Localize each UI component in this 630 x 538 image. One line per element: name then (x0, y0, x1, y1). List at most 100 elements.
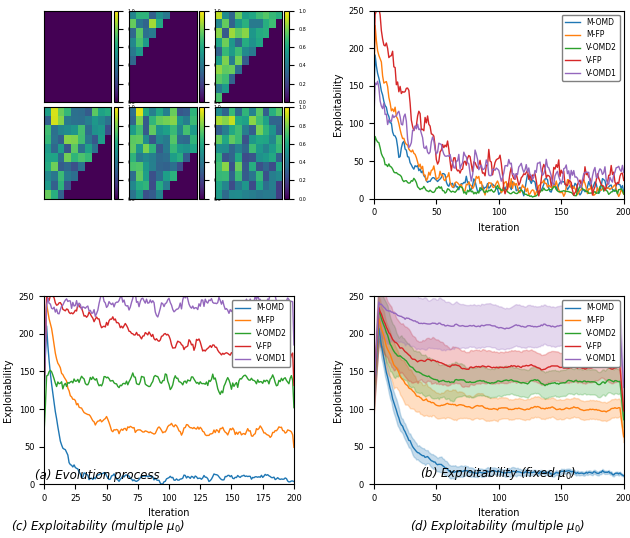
M-OMD (370, 394, 377, 401)
V-FP (374, 2, 381, 9)
M-FP (476, 403, 484, 409)
M-OMD (476, 188, 484, 194)
M-FP (462, 181, 470, 187)
V-OMD1 (63, 295, 71, 302)
V-OMD1 (375, 299, 382, 306)
V-OMD2 (620, 416, 627, 423)
M-FP (394, 116, 401, 122)
Text: (d) Exploitability (multiple $\mu_0$): (d) Exploitability (multiple $\mu_0$) (410, 518, 585, 535)
M-FP (372, 37, 380, 44)
V-OMD1 (130, 288, 138, 294)
Text: (b) Exploitability (fixed $\mu_0$): (b) Exploitability (fixed $\mu_0$) (420, 464, 576, 482)
M-FP (42, 343, 49, 350)
Text: (a) Evolution process: (a) Evolution process (35, 469, 160, 482)
M-OMD (375, 325, 382, 332)
V-OMD2 (40, 429, 48, 435)
V-OMD1 (176, 300, 184, 306)
X-axis label: Iteration: Iteration (148, 508, 190, 519)
Text: (c) Exploitability (multiple $\mu_0$): (c) Exploitability (multiple $\mu_0$) (11, 518, 185, 535)
M-OMD (372, 63, 380, 69)
M-FP (270, 429, 278, 436)
M-FP (620, 191, 627, 197)
V-OMD2 (371, 133, 379, 140)
V-FP (476, 364, 484, 371)
Y-axis label: Exploitability: Exploitability (333, 73, 343, 137)
V-FP (40, 385, 48, 391)
V-OMD1 (507, 324, 514, 331)
M-FP (600, 185, 607, 191)
V-OMD1 (371, 366, 379, 373)
V-OMD2 (371, 370, 379, 376)
V-OMD1 (462, 154, 470, 160)
Line: M-OMD: M-OMD (374, 55, 624, 196)
M-FP (375, 316, 382, 322)
V-OMD2 (394, 352, 401, 359)
V-OMD1 (394, 312, 401, 318)
M-OMD (147, 473, 154, 480)
Line: V-OMD1: V-OMD1 (44, 291, 294, 398)
V-OMD1 (40, 394, 48, 401)
M-FP (40, 387, 48, 393)
M-FP (290, 444, 298, 450)
V-FP (370, 390, 377, 396)
V-OMD1 (620, 169, 627, 176)
M-OMD (507, 470, 514, 476)
Line: V-OMD1: V-OMD1 (374, 81, 624, 188)
M-FP (64, 385, 72, 391)
V-FP (42, 340, 49, 346)
V-OMD1 (578, 185, 585, 191)
V-OMD2 (462, 379, 470, 386)
V-FP (370, 70, 377, 77)
V-OMD1 (601, 164, 609, 170)
V-OMD1 (476, 164, 484, 170)
V-OMD1 (370, 117, 377, 124)
M-OMD (43, 323, 50, 329)
V-OMD2 (133, 380, 140, 387)
M-OMD (601, 178, 609, 184)
V-OMD2 (507, 190, 514, 197)
M-FP (370, 77, 377, 84)
M-FP (394, 367, 401, 373)
V-OMD1 (620, 384, 627, 391)
V-OMD2 (462, 191, 470, 197)
Legend: M-OMD, M-FP, V-OMD2, V-FP, V-OMD1: M-OMD, M-FP, V-OMD2, V-FP, V-OMD1 (561, 300, 620, 366)
Line: V-FP: V-FP (374, 308, 624, 411)
V-OMD1 (476, 323, 484, 330)
V-FP (507, 364, 514, 370)
M-OMD (290, 478, 298, 485)
M-OMD (64, 452, 72, 458)
X-axis label: Iteration: Iteration (478, 508, 520, 519)
Line: V-FP: V-FP (374, 5, 624, 196)
M-FP (507, 406, 514, 413)
M-FP (476, 180, 484, 187)
V-OMD1 (270, 290, 278, 296)
M-OMD (462, 468, 470, 474)
V-FP (601, 187, 609, 194)
V-OMD2 (64, 379, 72, 386)
V-OMD1 (374, 78, 381, 84)
V-FP (176, 339, 184, 345)
V-FP (535, 193, 542, 199)
M-OMD (507, 183, 514, 190)
V-FP (462, 162, 470, 168)
M-OMD (272, 476, 279, 483)
M-OMD (370, 93, 377, 99)
M-OMD (178, 476, 185, 482)
M-FP (147, 429, 154, 435)
V-FP (394, 79, 401, 85)
V-OMD2 (147, 383, 154, 390)
V-FP (133, 329, 140, 336)
V-FP (507, 169, 514, 176)
V-FP (290, 382, 298, 388)
Line: V-OMD1: V-OMD1 (374, 302, 624, 392)
M-OMD (520, 193, 527, 199)
M-FP (462, 404, 470, 410)
Line: V-OMD2: V-OMD2 (374, 310, 624, 420)
V-FP (64, 306, 72, 313)
V-OMD1 (147, 296, 154, 303)
V-OMD2 (600, 379, 607, 385)
M-OMD (462, 173, 470, 180)
M-OMD (133, 478, 140, 485)
Legend: M-OMD, M-FP, V-OMD2, V-FP, V-OMD1: M-OMD, M-FP, V-OMD2, V-FP, V-OMD1 (232, 300, 290, 366)
V-FP (462, 366, 470, 372)
